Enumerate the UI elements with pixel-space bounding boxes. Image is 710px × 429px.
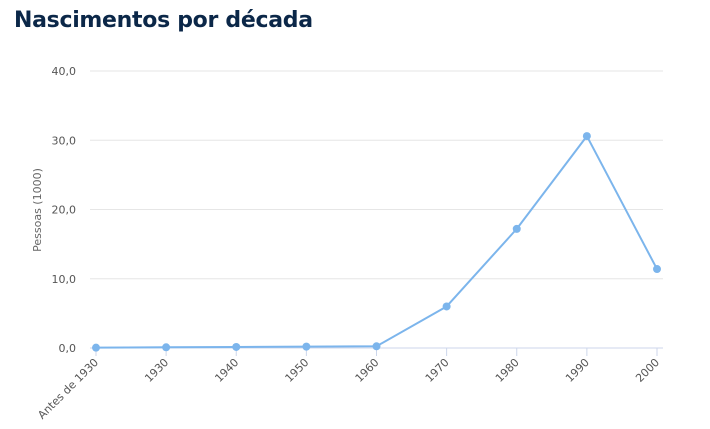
grid-lines — [90, 70, 663, 280]
x-tick-label: 1990 — [563, 356, 592, 385]
data-point[interactable] — [302, 342, 311, 351]
data-point[interactable] — [162, 343, 171, 352]
y-axis-label: Pessoas (1000) — [31, 168, 44, 252]
y-tick-label: 30,0 — [52, 134, 77, 147]
x-tick-label: 1960 — [353, 356, 382, 385]
x-tick-label: 2000 — [633, 356, 662, 385]
series-line — [95, 135, 658, 349]
x-tick-label: 1980 — [493, 356, 522, 385]
x-tick-label: Antes de 1930 — [35, 356, 101, 422]
data-point[interactable] — [442, 302, 451, 311]
data-point[interactable] — [653, 265, 661, 274]
x-tick-label: 1950 — [283, 356, 312, 385]
y-tick-label: 0,0 — [59, 342, 77, 355]
chart-title: Nascimentos por década — [14, 8, 313, 33]
y-tick-label: 10,0 — [52, 273, 77, 286]
y-tick-label: 40,0 — [52, 65, 77, 78]
x-tick-label: 1970 — [423, 356, 452, 385]
y-tick-label: 20,0 — [52, 204, 77, 217]
x-tick-label: 1930 — [142, 356, 171, 385]
x-tick-label: 1940 — [212, 356, 241, 385]
data-point[interactable] — [232, 342, 241, 351]
y-axis-ticks: 0,0 10,0 20,0 30,0 40,0 — [52, 65, 77, 355]
series — [92, 132, 661, 352]
data-point[interactable] — [512, 224, 521, 233]
x-axis-ticks: Antes de 1930 1930 1940 1950 1960 1970 1980 199… — [35, 348, 662, 422]
data-point[interactable] — [582, 132, 591, 141]
data-point[interactable] — [92, 343, 100, 352]
data-point[interactable] — [372, 342, 381, 351]
